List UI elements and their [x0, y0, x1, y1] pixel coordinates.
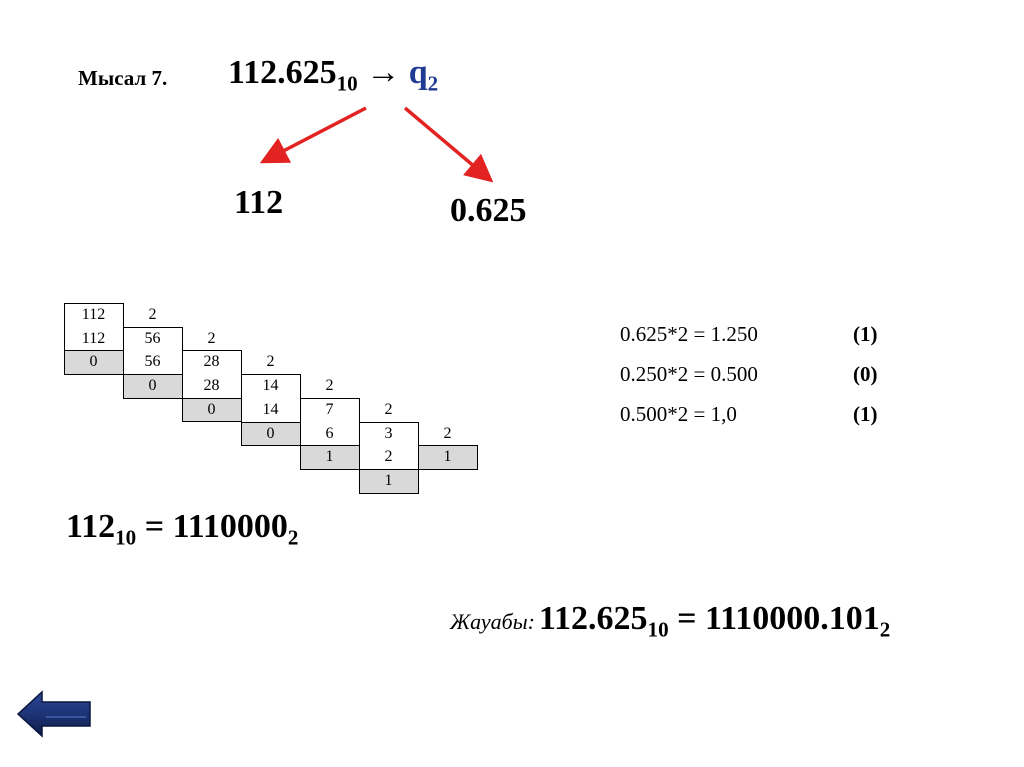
answer-value: 112.62510 = 1110000.1012 — [538, 600, 891, 642]
value-cell: 14 — [262, 400, 279, 418]
divisor: 2 — [325, 377, 334, 395]
answer-label: Жауабы: — [450, 609, 535, 634]
remainder-box — [64, 350, 124, 376]
value-cell: 112 — [81, 306, 106, 323]
divisor: 2 — [148, 306, 157, 323]
digit-2: (0) — [853, 362, 878, 386]
arrow-symbol: → — [366, 54, 401, 91]
remainder-cell: 1 — [300, 445, 359, 469]
integer-part: 112 — [234, 184, 284, 221]
step-1: 0.625*2 = 1.250 — [620, 322, 758, 346]
back-button[interactable] — [16, 690, 92, 738]
remainder-cell: 0 — [241, 421, 300, 446]
digit-3: (1) — [853, 402, 878, 426]
divisor: 2 — [207, 329, 216, 347]
title-expression: 112.62510 → q2 — [228, 54, 438, 96]
step-2: 0.250*2 = 0.500 — [620, 362, 758, 386]
divisor: 2 — [384, 400, 393, 418]
value-cell: 3 — [384, 424, 393, 442]
value-cell: 6 — [325, 424, 334, 442]
value-cell: 56 — [144, 329, 161, 347]
fraction-part: 0.625 — [450, 192, 527, 229]
remainder-box — [418, 445, 478, 470]
remainder-cell: 0 — [123, 374, 182, 398]
remainder-box — [182, 397, 242, 423]
value-cell: 28 — [203, 353, 220, 371]
remainder-box — [300, 445, 360, 470]
left-arrow-icon — [16, 690, 91, 738]
digit-1: (1) — [853, 322, 878, 346]
remainder-cell: 1 — [359, 468, 418, 493]
value-cell: 2 — [384, 448, 393, 466]
example-label: Мысал 7. — [78, 66, 168, 90]
division-table: 112 112 0 2 56 56 0 2 28 28 0 2 14 14 0 2 7 6 1 2 3 2 1 2 1 — [64, 303, 484, 498]
remainder-box — [359, 468, 419, 494]
remainder-cell: 0 — [64, 350, 123, 375]
arrow-right — [403, 106, 494, 183]
number: 112.625 — [228, 54, 337, 91]
integer-result: 11210 = 11100002 — [66, 508, 299, 550]
target: q2 — [408, 54, 439, 96]
step-3: 0.500*2 = 1,0 — [620, 402, 737, 426]
remainder-cell: 0 — [182, 397, 241, 422]
arrow-left — [259, 106, 367, 164]
value-cell: 56 — [144, 353, 161, 371]
remainder-box — [123, 374, 183, 399]
value-cell: 28 — [203, 377, 220, 395]
divisor: 2 — [266, 353, 275, 371]
answer: Жауабы: 112.62510 = 1110000.1012 — [450, 600, 890, 642]
value-cell: 7 — [325, 400, 334, 418]
remainder-box — [241, 421, 301, 447]
divisor: 2 — [443, 424, 452, 442]
remainder-cell: 1 — [418, 445, 477, 469]
base-from: 10 — [336, 71, 358, 96]
value-cell: 112 — [81, 329, 106, 347]
value-cell: 14 — [262, 377, 279, 395]
